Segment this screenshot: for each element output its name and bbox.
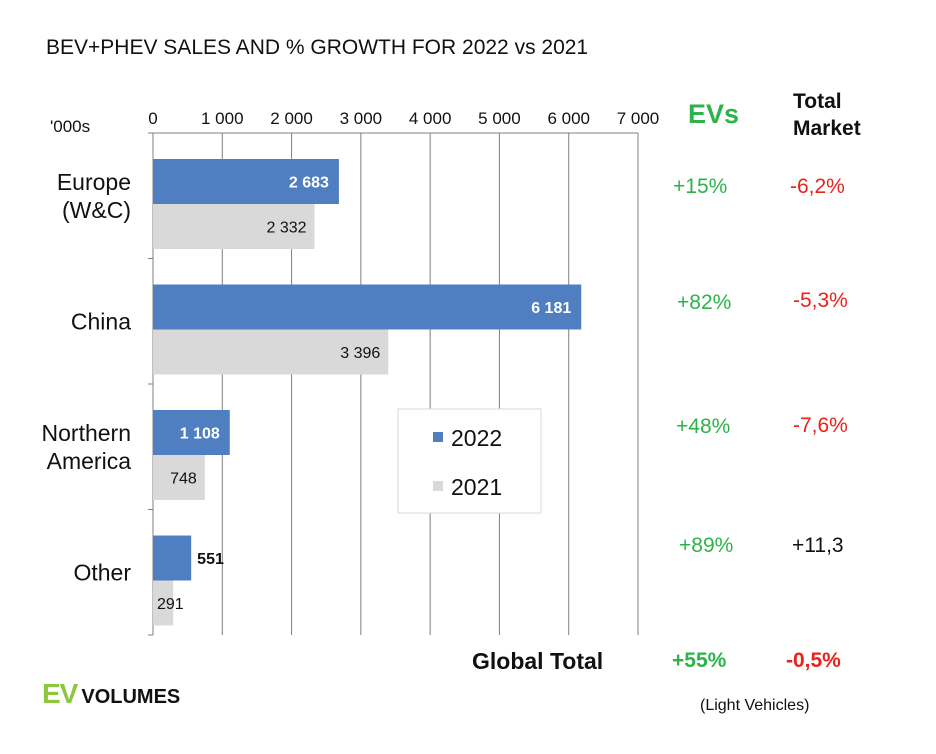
total-market-column-header: Total Market	[793, 88, 861, 142]
x-tick-label: 1 000	[201, 109, 244, 128]
data-label-2021: 3 396	[340, 345, 380, 362]
bar-2021	[153, 329, 389, 375]
ev-growth-northern-america: +48%	[676, 415, 731, 438]
legend-2021-swatch	[433, 481, 443, 491]
bar-2022	[153, 410, 230, 455]
x-tick-label: 0	[148, 109, 157, 128]
legend-2021-label: 2021	[451, 474, 502, 500]
bar-2021	[153, 204, 315, 249]
chart-title: BEV+PHEV SALES AND % GROWTH FOR 2022 vs …	[46, 36, 589, 59]
bar-2022	[153, 535, 192, 581]
data-label-2021: 748	[170, 471, 197, 488]
ev-volumes-logo: EV VOLUMES	[42, 678, 180, 710]
category-label: (W&C)	[62, 197, 131, 223]
x-tick-label: 6 000	[547, 109, 590, 128]
footnote: (Light Vehicles)	[700, 697, 810, 714]
category-label: Other	[73, 559, 131, 585]
total-growth-europe: -6,2%	[790, 175, 845, 198]
category-label: Northern	[42, 420, 131, 446]
data-label-2022: 551	[197, 551, 224, 568]
data-label-2022: 2 683	[289, 175, 329, 192]
x-tick-label: 7 000	[617, 109, 660, 128]
legend-box	[397, 408, 542, 514]
category-label: Europe	[57, 169, 131, 195]
global-total-growth: -0,5%	[786, 649, 841, 672]
total-growth-other: +11,3	[792, 534, 844, 557]
data-label-2021: 2 332	[267, 220, 307, 237]
x-tick-label: 4 000	[409, 109, 452, 128]
bar-2022	[153, 159, 339, 204]
data-label-2021: 291	[157, 596, 184, 613]
logo-ev-text: EV	[42, 678, 78, 709]
bar-2021	[153, 580, 174, 626]
bar-2021	[153, 455, 205, 500]
data-label-2022: 6 181	[531, 300, 571, 317]
total-growth-northern-america: -7,6%	[793, 414, 848, 437]
total-growth-china: -5,3%	[793, 289, 848, 312]
x-tick-label: 2 000	[270, 109, 313, 128]
data-label-2022: 1 108	[180, 426, 220, 443]
bar-2022	[153, 284, 582, 330]
global-ev-growth: +55%	[672, 649, 727, 672]
category-label: China	[71, 308, 131, 334]
legend-2022-swatch	[433, 432, 443, 442]
units-label: '000s	[50, 117, 91, 136]
total-header-line2: Market	[793, 117, 861, 140]
global-total-label: Global Total	[472, 648, 604, 674]
category-label: America	[47, 448, 132, 474]
evs-column-header: EVs	[688, 99, 740, 129]
legend-2022-label: 2022	[451, 425, 502, 451]
logo-volumes-text: VOLUMES	[81, 686, 181, 708]
ev-growth-europe: +15%	[673, 175, 728, 198]
total-header-line1: Total	[793, 90, 842, 113]
ev-growth-china: +82%	[677, 291, 732, 314]
x-tick-label: 3 000	[340, 109, 383, 128]
ev-growth-other: +89%	[679, 534, 734, 557]
x-tick-label: 5 000	[478, 109, 521, 128]
